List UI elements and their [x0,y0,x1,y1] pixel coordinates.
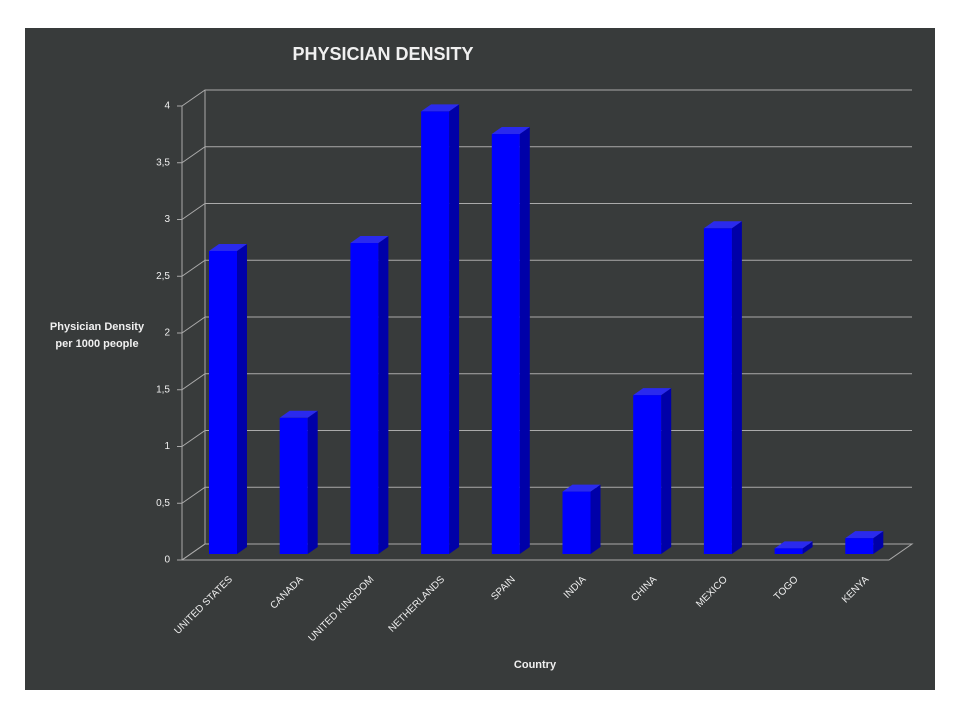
bar [774,548,803,554]
y-tick-label: 3 [164,214,170,225]
grid-line [181,203,912,220]
bar-top [209,243,247,251]
bar-group [633,388,672,554]
grid-line [181,146,912,164]
grid-line [181,373,912,391]
bar [562,491,591,554]
bar-side [519,127,530,555]
bar-top [421,104,460,112]
y-tick-label: 1,5 [156,384,170,395]
bar-side [661,388,672,554]
y-tick-label: 4 [164,101,170,112]
x-axis-label: Country [514,659,557,671]
bar-group [562,484,601,554]
grid-line [181,486,912,504]
bar-side [731,221,742,554]
chart-title: PHYSICIAN DENSITY [292,44,473,64]
bar-group [703,221,742,554]
bar-group [845,531,884,554]
bar-group [350,236,389,554]
bar-top [703,221,742,229]
grid-line [181,543,912,561]
y-axis-label: per 1000 people [55,338,138,350]
y-tick-label: 2,5 [156,271,170,282]
bar [491,134,520,555]
bar [421,111,450,554]
bar-side [307,410,318,554]
bar-top [562,484,601,492]
bar-side [873,531,884,554]
bar-side [802,541,813,554]
y-tick-label: 0 [164,555,170,566]
bar-top [774,541,813,549]
bar-top [491,127,530,135]
bar [350,243,379,554]
bar-group [774,541,813,554]
bar-side [449,104,460,554]
y-tick-label: 3,5 [156,157,170,168]
y-axis-label: Physician Density [50,321,145,333]
bar-group [209,243,247,554]
grid-line [181,259,912,277]
bar [845,538,874,554]
y-tick-label: 0,5 [156,498,170,509]
bar-top [279,410,318,418]
bar-side [590,484,601,554]
grid-line [181,430,912,447]
chart-panel [25,28,935,690]
bar [279,417,308,554]
bar-group [491,127,530,555]
bar [703,228,732,554]
y-tick-label: 2 [164,328,170,339]
bar [209,250,237,554]
bar-side [378,236,389,554]
bar-top [350,236,389,244]
bar-top [845,531,884,539]
bar-group [421,104,460,554]
bar-top [633,388,672,396]
bar-side [237,243,247,554]
grid-line [181,316,912,334]
y-tick-label: 1 [164,441,170,452]
bar [633,395,662,554]
bar-group [279,410,318,554]
grid-line [181,89,912,107]
